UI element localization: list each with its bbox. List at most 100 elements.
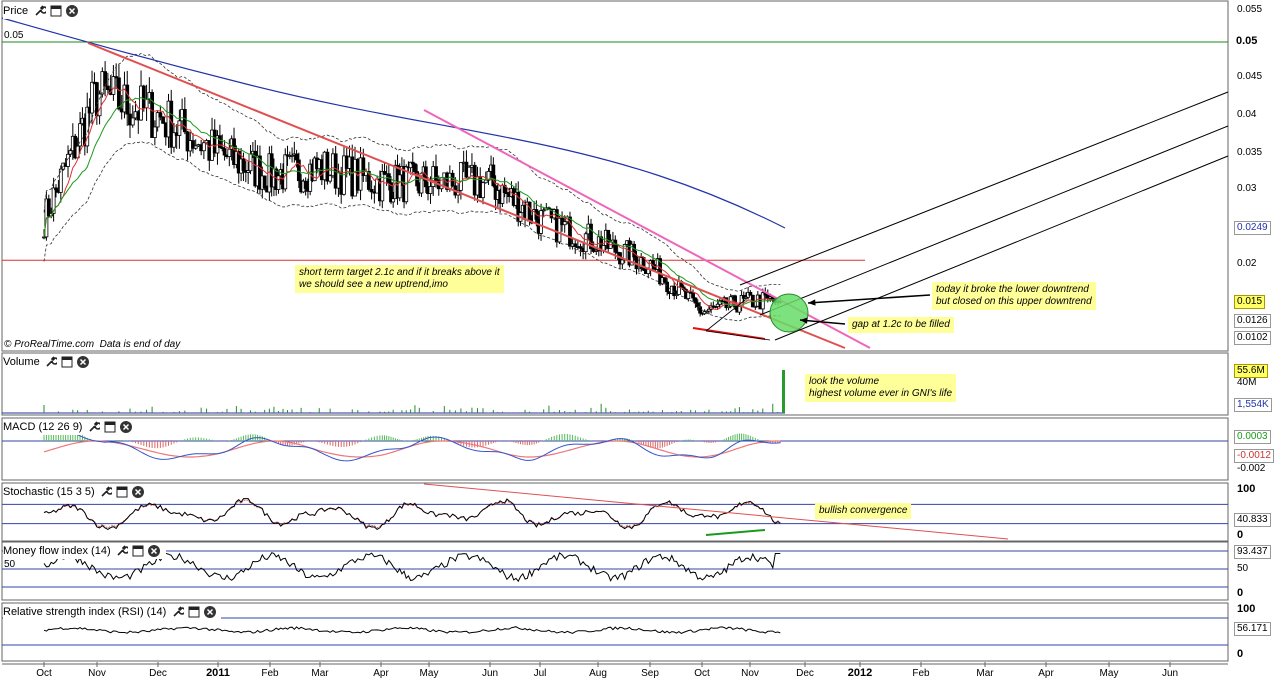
candle-body (589, 223, 593, 250)
channel-line (774, 155, 1229, 341)
annotation-arrow-head (800, 317, 808, 324)
panel-frame (1, 352, 1229, 416)
wrench-icon[interactable] (100, 486, 113, 499)
candle-body (105, 85, 110, 91)
candle-body (594, 249, 599, 252)
window-icon[interactable] (132, 545, 145, 558)
panel-frame (1, 541, 1229, 601)
candle-body (46, 198, 51, 217)
window-icon[interactable] (61, 356, 74, 369)
channel-line (759, 125, 1229, 316)
candle-body (90, 81, 94, 114)
annotation-target: short term target 2.1c and if it breaks … (295, 265, 504, 293)
wrench-icon[interactable] (33, 5, 46, 18)
candle-body (328, 175, 333, 182)
mfi-line (43, 552, 781, 583)
candle-body (158, 112, 163, 118)
candle-body (366, 171, 371, 190)
candle-body (744, 296, 748, 299)
candle-body (408, 161, 413, 169)
candle-body (450, 172, 455, 187)
candle-body (391, 198, 396, 203)
credit-note: Data is end of day (99, 339, 181, 350)
candle-body (502, 184, 507, 193)
candle-body (182, 108, 187, 133)
close-icon[interactable] (119, 421, 132, 434)
candle-body (141, 85, 146, 109)
candle-body (413, 163, 417, 173)
x-tick-label: Mar (311, 668, 329, 679)
window-icon[interactable] (187, 606, 200, 619)
wrench-icon[interactable] (116, 545, 129, 558)
ma-long-line (1, 17, 786, 229)
candle-body (78, 123, 82, 147)
candle-body (111, 76, 116, 95)
candle-body (726, 305, 731, 309)
candle-body (428, 186, 433, 194)
macd-value-tag: -0.0012 (1234, 449, 1274, 463)
annotation-arrow-head (808, 299, 816, 306)
annotation-volume: look the volume highest volume ever in G… (805, 374, 957, 402)
candle-body (361, 157, 366, 176)
candle-body (325, 151, 330, 182)
close-icon[interactable] (132, 486, 145, 499)
wrench-icon[interactable] (45, 356, 58, 369)
wrench-icon[interactable] (87, 421, 100, 434)
close-icon[interactable] (203, 606, 216, 619)
x-tick-label: Aug (589, 668, 607, 679)
candle-body (737, 306, 742, 313)
candle-body (296, 159, 301, 182)
stochastic-trendline (423, 483, 1009, 540)
candle-body (380, 171, 385, 202)
candle-body (283, 154, 288, 190)
x-tick-label: May (419, 668, 439, 679)
rsi-tick: 100 (1237, 603, 1256, 615)
wrench-icon[interactable] (171, 606, 184, 619)
annotation-line: look the volume (809, 376, 880, 387)
candle-body (85, 106, 90, 147)
stochastic-value-tag: 40.833 (1234, 513, 1271, 527)
candle-body (410, 161, 415, 165)
window-icon[interactable] (116, 486, 129, 499)
x-tick-label: Nov (88, 668, 106, 679)
annotation-arrow (799, 319, 846, 325)
close-icon[interactable] (148, 545, 161, 558)
candle-body (130, 117, 135, 126)
credit-source: © ProRealTime.com (4, 339, 95, 350)
downtrend-line-lower (87, 42, 846, 349)
stochastic-tick: 100 (1237, 483, 1256, 495)
candle-body (467, 166, 472, 178)
candle-body (557, 217, 562, 243)
candle-body (152, 126, 157, 138)
candle-body (312, 157, 317, 182)
x-tick-label: Mar (976, 668, 994, 679)
macd-signal-line (43, 440, 781, 458)
candle-body (155, 112, 160, 128)
volume-tick: 40M (1237, 377, 1257, 388)
window-icon[interactable] (103, 421, 116, 434)
price-tick: 0.04 (1237, 109, 1257, 120)
price-tick: 0.055 (1237, 4, 1263, 15)
window-icon[interactable] (49, 5, 62, 18)
x-tick-label: Nov (741, 668, 759, 679)
stochastic-panel-header: Stochastic (15 3 5) (3, 484, 150, 500)
candle-body (262, 175, 267, 189)
candle-body (658, 258, 662, 285)
candle-body (201, 142, 206, 152)
candle-body (632, 243, 637, 258)
price-tick: 0.05 (1236, 35, 1258, 47)
close-icon[interactable] (77, 356, 90, 369)
candle-body (58, 168, 63, 193)
ma-medium-line (43, 96, 781, 307)
close-icon[interactable] (65, 5, 78, 18)
candle-body (382, 171, 387, 175)
channel-line (739, 91, 1229, 286)
price-panel-title: Price (3, 5, 29, 17)
candle-body (753, 305, 758, 308)
candle-body (539, 210, 543, 234)
candle-body (42, 236, 46, 239)
x-tick-label: 2012 (847, 667, 873, 679)
candle-body (620, 259, 625, 265)
x-tick-label: Sep (641, 668, 659, 679)
macd-value-tag: 0.0003 (1234, 430, 1271, 444)
